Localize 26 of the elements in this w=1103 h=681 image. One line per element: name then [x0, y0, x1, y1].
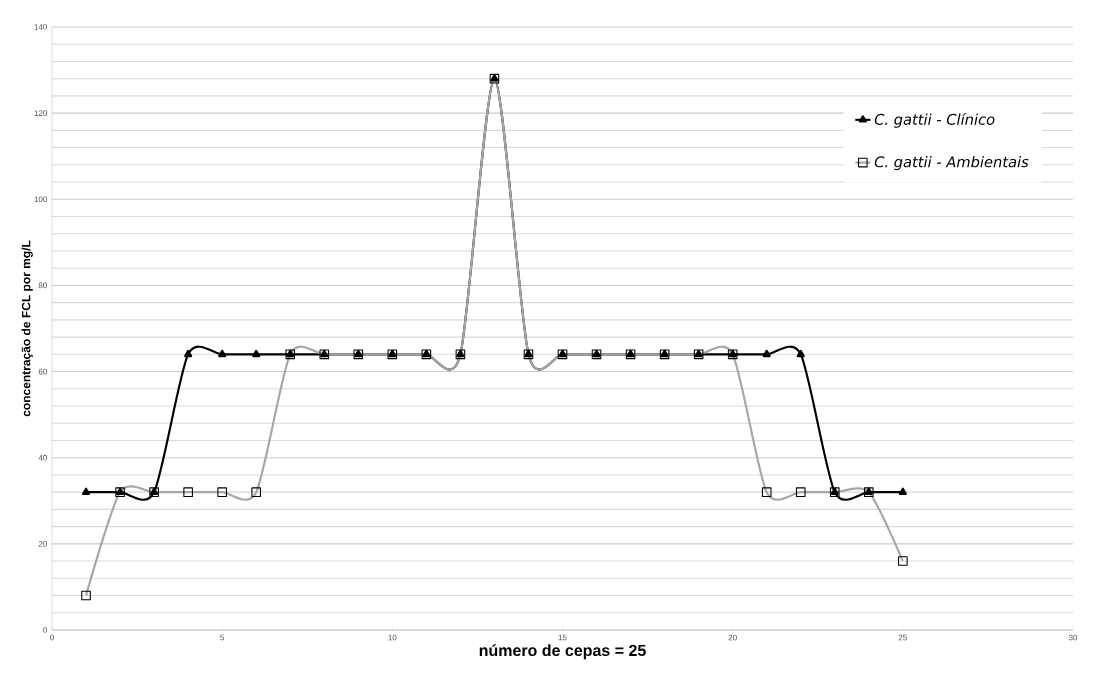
x-tick-label: 5 [220, 634, 225, 641]
y-tick-label: 100 [34, 196, 47, 203]
y-tick-label: 0 [43, 627, 47, 633]
x-axis-title: número de cepas = 25 [479, 644, 646, 660]
x-tick-label: 25 [898, 634, 907, 641]
point [762, 349, 771, 358]
y-tick-label: 140 [34, 24, 47, 30]
y-axis-title: concentração de FCL por mg/L [21, 240, 33, 417]
legend-label: C. gattii - Clínico [874, 112, 995, 128]
point [252, 349, 261, 358]
x-tick-label: 0 [50, 634, 54, 641]
point [81, 487, 91, 495]
point [796, 349, 805, 358]
x-tick-label: 15 [558, 634, 567, 641]
point [898, 487, 907, 495]
y-tick-label: 60 [38, 368, 47, 375]
x-tick-label: 10 [388, 634, 397, 641]
x-tick-label: 30 [1068, 634, 1078, 641]
y-tick-label: 20 [38, 541, 47, 547]
y-tick-label: 120 [34, 110, 47, 116]
point [218, 349, 227, 358]
legend-label: C. gattii - Ambientais [874, 156, 1029, 171]
point [184, 349, 193, 358]
y-tick-label: 80 [38, 282, 47, 289]
y-tick-label: 40 [38, 454, 47, 461]
x-tick-label: 20 [728, 634, 737, 641]
